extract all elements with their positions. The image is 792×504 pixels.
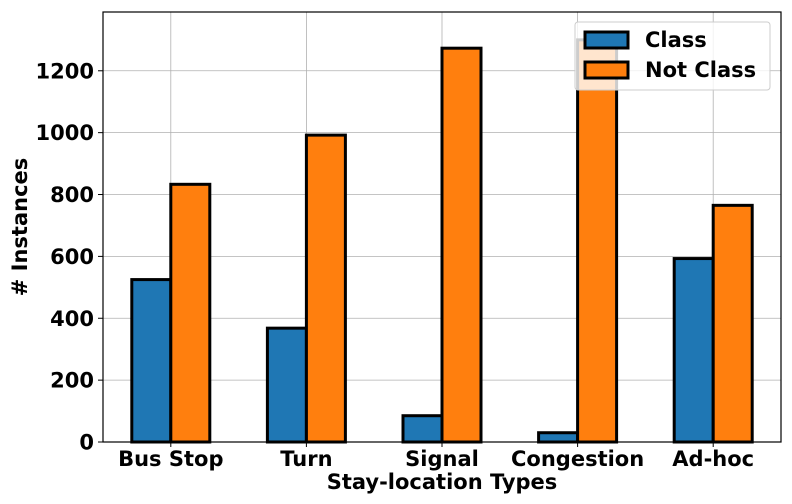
y-tick-label: 600 [50,245,94,269]
bar-class [130,278,173,444]
x-axis-label: Stay-location Types [327,470,558,494]
legend-label-not-class: Not Class [645,58,756,82]
y-tick-label: 400 [50,307,94,331]
y-tick-label: 800 [50,183,94,207]
bars [130,38,754,444]
legend: Class Not Class [574,21,771,91]
y-tick-label: 1200 [36,59,94,83]
bar-class [265,326,308,444]
legend-label-class: Class [645,28,707,52]
x-tick-label: Bus Stop [118,447,223,471]
bar-not-class [304,133,347,444]
axis-ticks: 0 200 400 600 800 1000 1200 Bus Stop Turn Signal C… [36,59,755,471]
bar-not-class [440,46,483,444]
x-tick-label: Signal [405,447,479,471]
x-tick-label: Turn [280,447,332,471]
legend-swatch-class [583,30,630,50]
bar-class [672,257,715,444]
bar-class [401,414,444,444]
bar-class [537,431,580,444]
y-axis-label: # Instances [8,158,32,297]
legend-swatch-not-class [583,60,630,80]
x-tick-label: Ad-hoc [672,447,754,471]
x-tick-label: Congestion [511,447,644,471]
bar-not-class [711,203,754,444]
y-tick-label: 0 [79,431,94,455]
bar-not-class [576,38,619,444]
bar-not-class [169,182,212,444]
y-tick-label: 200 [50,369,94,393]
y-tick-label: 1000 [36,121,94,145]
